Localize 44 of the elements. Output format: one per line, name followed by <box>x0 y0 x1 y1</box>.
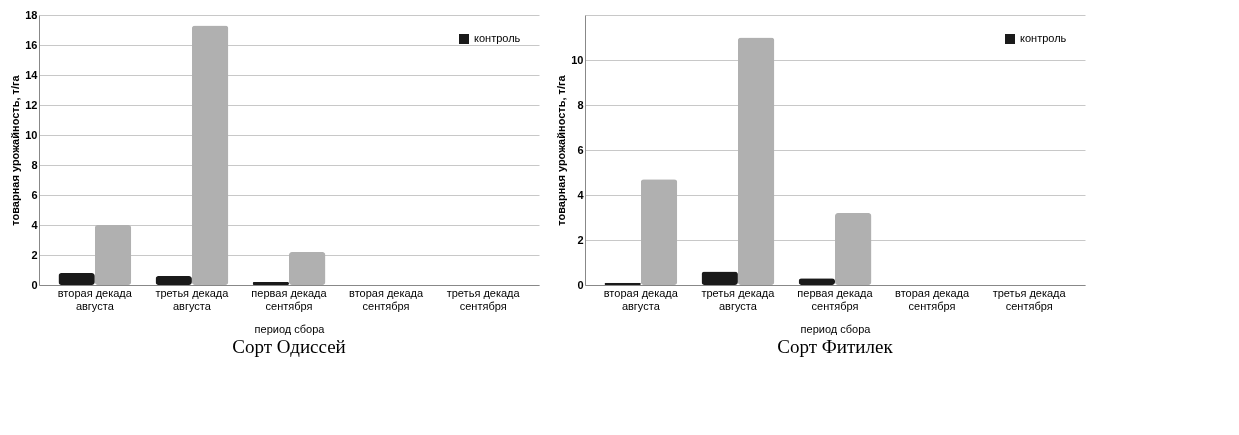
bar <box>94 225 132 285</box>
y-tick-label: 0 <box>31 278 38 291</box>
x-tick-label: вторая декада сентября <box>895 286 971 312</box>
x-tick-label: первая декада сентября <box>797 286 874 312</box>
legend-label: контроль <box>1020 32 1067 44</box>
bar <box>701 271 738 285</box>
bar <box>252 282 289 285</box>
y-tick-label: 12 <box>25 98 38 111</box>
bar <box>58 273 95 285</box>
y-tick-label: 16 <box>25 38 38 51</box>
x-tick-label: третья декада августа <box>155 286 230 312</box>
x-tick-label: вторая декада августа <box>603 286 679 312</box>
y-tick-label: 6 <box>31 188 38 201</box>
x-tick-label: третья декада сентября <box>992 286 1067 312</box>
y-tick-label: 4 <box>577 188 585 201</box>
y-axis-title: товарная урожайность, т/га <box>555 74 568 226</box>
y-tick-label: 18 <box>25 8 38 21</box>
y-tick-label: 0 <box>577 278 584 291</box>
bar <box>289 252 326 285</box>
x-tick-label: первая декада сентября <box>251 286 328 312</box>
y-tick-label: 4 <box>31 218 39 231</box>
y-tick-label: 2 <box>31 248 38 261</box>
bar <box>835 213 872 285</box>
text: Сорт Фитилек <box>777 336 894 357</box>
bar <box>640 179 678 285</box>
bar <box>737 37 775 285</box>
y-tick-label: 14 <box>25 68 39 81</box>
text: Сорт Одиссей <box>232 336 346 357</box>
y-tick-label: 10 <box>571 53 584 66</box>
x-axis-title: период сбора <box>254 322 326 335</box>
y-tick-label: 2 <box>577 233 584 246</box>
bar <box>155 276 192 285</box>
bar <box>191 25 229 285</box>
y-tick-label: 8 <box>31 158 38 171</box>
y-axis-title: товарная урожайность, т/га <box>9 74 22 226</box>
y-tick-label: 10 <box>25 128 38 141</box>
x-tick-label: вторая декада сентября <box>349 286 425 312</box>
legend-label: контроль <box>474 32 521 44</box>
x-tick-label: вторая декада августа <box>57 286 133 312</box>
x-tick-label: третья декада сентября <box>446 286 521 312</box>
y-tick-label: 6 <box>577 143 584 156</box>
y-tick-label: 8 <box>577 98 584 111</box>
x-tick-label: третья декада августа <box>701 286 776 312</box>
x-axis-title: период сбора <box>800 322 872 335</box>
